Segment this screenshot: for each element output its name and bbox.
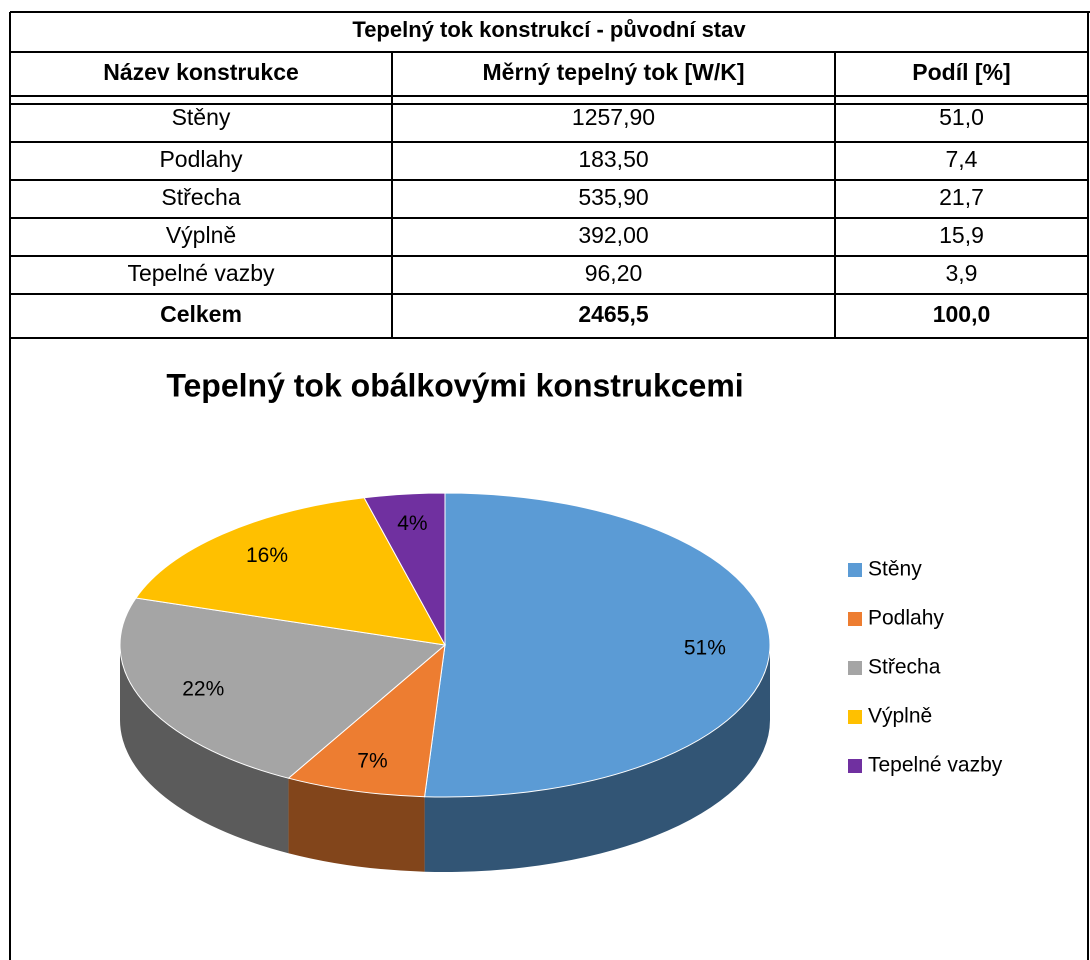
pie-slice <box>424 492 771 798</box>
legend-label: Stěny <box>868 558 922 581</box>
table-header: Název konstrukce <box>103 59 299 85</box>
pie-slice-side <box>288 778 425 872</box>
legend-swatch <box>848 710 862 724</box>
table-cell: 51,0 <box>939 104 984 130</box>
pie-slice <box>287 643 446 798</box>
table-title: Tepelný tok konstrukcí - původní stav <box>352 17 746 42</box>
table-cell: 21,7 <box>939 184 984 210</box>
legend-label: Podlahy <box>868 607 944 630</box>
legend-label: Tepelné vazby <box>868 754 1003 777</box>
table-cell: Výplně <box>166 222 236 248</box>
table-total: 100,0 <box>933 301 991 327</box>
table-cell: Střecha <box>161 184 240 210</box>
table-header: Měrný tepelný tok [W/K] <box>483 59 745 85</box>
table-total: 2465,5 <box>578 301 649 327</box>
data-label: 22% <box>182 677 224 700</box>
data-label: 51% <box>684 636 726 659</box>
table-cell: 96,20 <box>585 260 643 286</box>
table-cell: 15,9 <box>939 222 984 248</box>
pie-slice <box>135 497 446 646</box>
table-cell: 1257,90 <box>572 104 655 130</box>
pie-slice <box>363 492 446 646</box>
table-cell: 3,9 <box>946 260 978 286</box>
legend-swatch <box>848 759 862 773</box>
table-cell: Podlahy <box>159 146 243 172</box>
table-cell: 392,00 <box>578 222 648 248</box>
legend-swatch <box>848 563 862 577</box>
legend-label: Výplně <box>868 705 932 728</box>
table-cell: 7,4 <box>946 146 978 172</box>
table-cell: Tepelné vazby <box>127 260 275 286</box>
table-cell: Stěny <box>172 104 231 130</box>
table-cell: 183,50 <box>578 146 648 172</box>
legend-label: Střecha <box>868 656 941 679</box>
table-total: Celkem <box>160 301 242 327</box>
data-label: 7% <box>357 749 387 772</box>
chart-title: Tepelný tok obálkovými konstrukcemi <box>166 367 743 403</box>
pie-slice-side <box>424 645 770 872</box>
pie-slice-side <box>120 645 289 854</box>
legend-swatch <box>848 612 862 626</box>
table-cell: 535,90 <box>578 184 648 210</box>
data-label: 4% <box>397 512 427 535</box>
pie-slice <box>119 597 447 779</box>
table-header: Podíl [%] <box>912 59 1010 85</box>
data-label: 16% <box>246 544 288 567</box>
legend-swatch <box>848 661 862 675</box>
